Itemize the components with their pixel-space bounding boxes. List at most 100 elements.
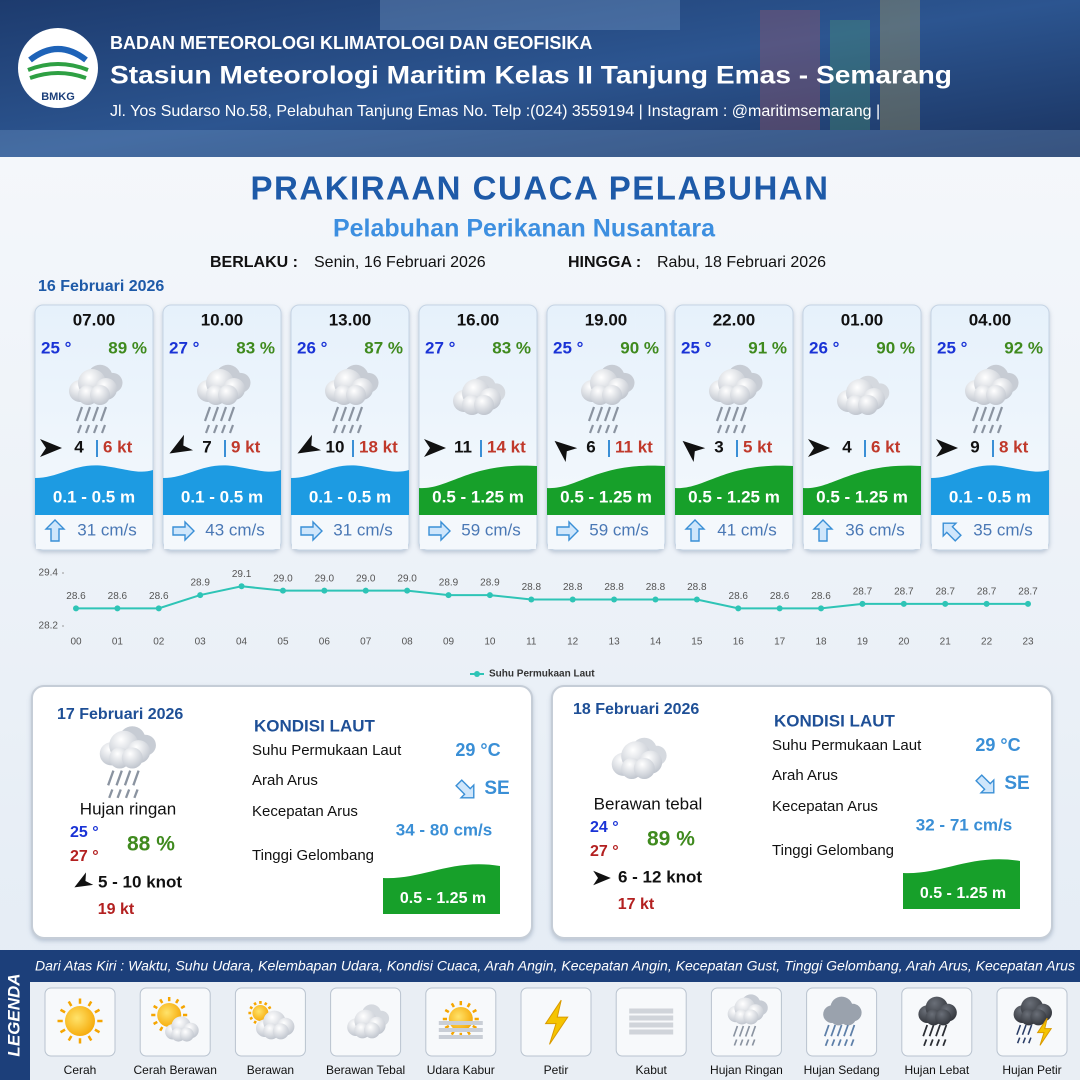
sun-ray xyxy=(175,998,180,1004)
rain-drop xyxy=(340,424,347,434)
rain-drop xyxy=(732,424,739,434)
sst-point xyxy=(155,605,162,612)
current-speed: 59 cm/s xyxy=(589,520,649,539)
temp-min: 24 ° xyxy=(590,819,619,836)
x-tick-label: 21 xyxy=(940,637,952,648)
separator xyxy=(224,440,226,457)
rain-drop xyxy=(733,1039,738,1046)
sst-point xyxy=(486,592,493,599)
current-arrow xyxy=(812,519,834,542)
x-tick-label: 16 xyxy=(733,637,745,648)
sst-point xyxy=(528,596,535,603)
logo-wave xyxy=(27,62,89,80)
wave-height: 0.1 - 0.5 m xyxy=(53,487,135,506)
day-icon xyxy=(99,726,156,799)
legend-tile xyxy=(615,987,687,1057)
y-tick-label: 28.2 xyxy=(39,621,59,632)
wave-band xyxy=(291,465,409,515)
x-tick-label: 01 xyxy=(112,637,124,648)
wind-arrow xyxy=(74,872,94,888)
wind-speed: 4 xyxy=(842,437,852,456)
rain-drop xyxy=(220,424,227,434)
rain-drop xyxy=(1027,1024,1033,1036)
cloud-part xyxy=(986,385,1006,405)
sst-point xyxy=(445,592,452,599)
sea-label: Arah Arus xyxy=(252,772,318,789)
rain-drop xyxy=(356,424,363,434)
cloud-part xyxy=(179,1027,194,1042)
value-label: 28.8 xyxy=(646,582,666,593)
header-decoration xyxy=(0,0,1080,157)
legend-icon xyxy=(57,998,103,1044)
x-tick-label: 08 xyxy=(402,637,414,648)
sea-label: Suhu Permukaan Laut xyxy=(772,737,922,754)
sun-ray xyxy=(444,1024,450,1030)
sea-title: KONDISI LAUT xyxy=(774,711,896,730)
sun-ray xyxy=(472,1024,478,1030)
cloud-part xyxy=(743,1009,759,1025)
value-label: 28.7 xyxy=(1018,587,1038,598)
legend-marker xyxy=(474,671,480,677)
sst-point xyxy=(197,592,204,599)
legend-icon xyxy=(248,1001,295,1040)
sun-ray xyxy=(263,1001,268,1006)
legend-strip xyxy=(0,950,30,1080)
sst-point xyxy=(611,596,618,603)
cloud-part xyxy=(858,395,878,415)
legend-item: Berawan Tebal xyxy=(326,1063,405,1077)
rain-drop xyxy=(824,1039,829,1047)
legend-item: Cerah Berawan xyxy=(134,1063,217,1077)
rain-drop xyxy=(836,1024,843,1037)
value-label: 29.0 xyxy=(315,573,335,584)
sea-speed: 32 - 71 cm/s xyxy=(916,815,1012,834)
rain-drop xyxy=(732,1025,739,1037)
rain-drop xyxy=(604,424,611,434)
wave-height: 0.1 - 0.5 m xyxy=(949,487,1031,506)
temp-max: 27 ° xyxy=(590,843,619,860)
sst-point xyxy=(1025,600,1031,607)
sea-label: Tinggi Gelombang xyxy=(772,842,894,859)
value-label: 28.8 xyxy=(604,582,624,593)
value-label: 28.7 xyxy=(853,587,873,598)
wave-height: 0.5 - 1.25 m xyxy=(688,487,780,506)
sea-direction: SE xyxy=(1004,773,1029,794)
sun-ray xyxy=(67,1000,73,1007)
rain-drop xyxy=(348,424,355,434)
legend-label: Suhu Permukaan Laut xyxy=(489,669,595,680)
wave-height: 0.5 - 1.25 m xyxy=(816,487,908,506)
sun-ray xyxy=(152,1004,158,1010)
rain-drop xyxy=(596,424,603,434)
rain-drop xyxy=(923,1039,928,1047)
gust: 14 kt xyxy=(487,437,526,456)
rain-drop xyxy=(603,406,612,422)
legend-item: Berawan xyxy=(247,1063,294,1077)
sun-ray xyxy=(59,1028,66,1034)
rain-drop xyxy=(99,406,108,422)
rain-drop xyxy=(587,406,596,422)
sea-label: Tinggi Gelombang xyxy=(252,847,374,864)
rain-drop xyxy=(1028,1037,1032,1044)
separator xyxy=(96,440,98,457)
legend-icon xyxy=(347,1004,390,1039)
rain-drop xyxy=(739,406,748,422)
wind-arrow xyxy=(593,870,611,886)
rain-drop xyxy=(76,424,83,434)
sun-ray xyxy=(180,1004,186,1010)
current-speed: 31 cm/s xyxy=(333,520,393,539)
cloud-part xyxy=(840,1009,856,1026)
rain-drop xyxy=(942,1039,947,1047)
x-tick-label: 05 xyxy=(277,637,289,648)
current-arrow xyxy=(428,520,451,542)
weather-icon xyxy=(837,375,890,415)
legend-icon xyxy=(823,996,862,1047)
sea-wave-height: 0.5 - 1.25 m xyxy=(920,885,1006,902)
wind-arrow xyxy=(554,440,578,462)
humidity: 90 % xyxy=(620,338,659,357)
station: Stasiun Meteorologi Maritim Kelas II Tan… xyxy=(110,62,952,90)
current-speed: 35 cm/s xyxy=(973,520,1033,539)
rain-drop xyxy=(972,424,979,434)
day-gust: 17 kt xyxy=(618,896,655,913)
x-tick-label: 15 xyxy=(691,637,703,648)
validity-from: Senin, 16 Februari 2026 xyxy=(314,254,486,271)
